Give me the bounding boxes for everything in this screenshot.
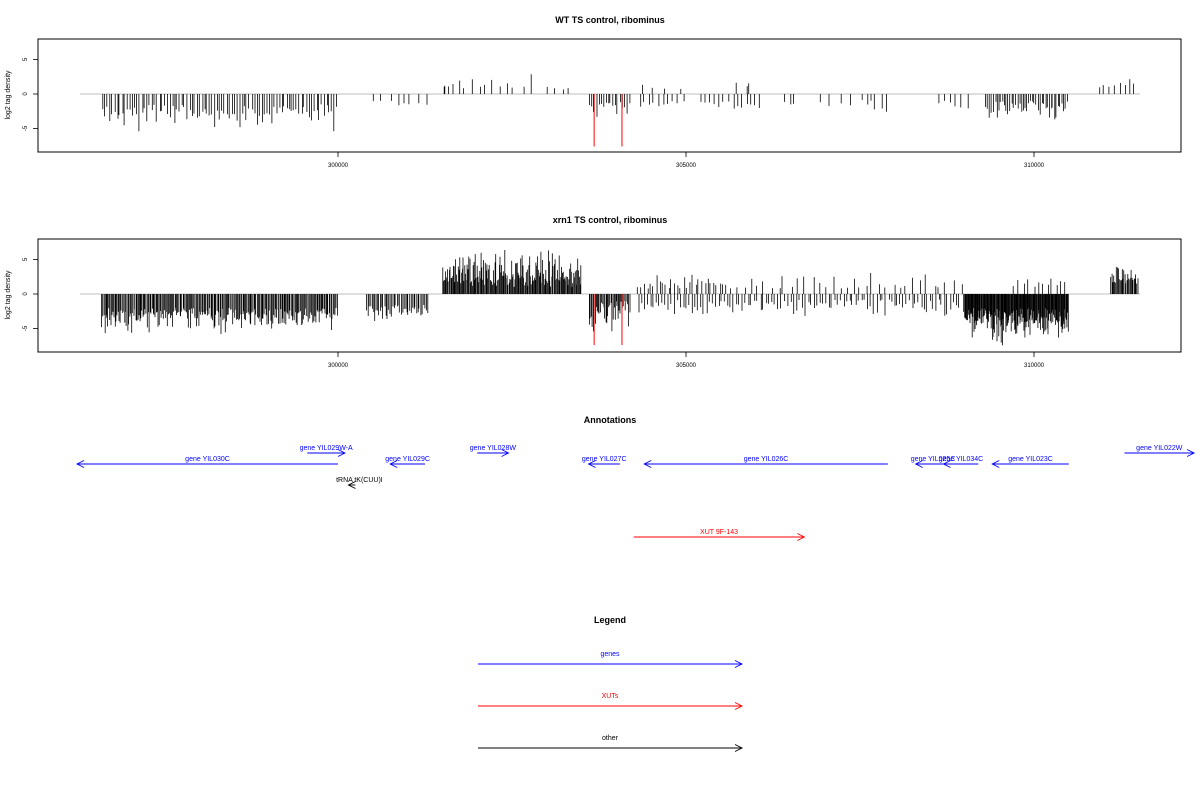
annotation-arrow-head bbox=[501, 449, 510, 457]
y-tick-label: 0 bbox=[23, 292, 29, 296]
annotation-label: gene YIL022W bbox=[1136, 445, 1183, 452]
x-tick-label: 305000 bbox=[676, 363, 697, 369]
legend-arrow-head bbox=[734, 744, 744, 752]
wt-y-axis: -5 0 5 bbox=[23, 57, 38, 131]
annotation-arrow-head bbox=[75, 460, 85, 468]
y-tick-label: -5 bbox=[23, 125, 29, 131]
annotation-label: gene YIL026C bbox=[744, 456, 789, 463]
legend-arrow-head bbox=[734, 702, 744, 710]
xrn1-y-axis: -5 0 5 bbox=[23, 257, 38, 331]
annotation-arrow-head bbox=[643, 460, 652, 468]
wt-x-axis: 300000 305000 310000 bbox=[328, 152, 1045, 169]
x-tick-label: 300000 bbox=[328, 163, 349, 169]
annotations-title: Annotations bbox=[584, 415, 637, 425]
xrn1-plot-frame bbox=[37, 238, 1182, 353]
x-tick-label: 305000 bbox=[676, 163, 697, 169]
annotation-arrow-head bbox=[587, 460, 596, 468]
legend-label: XUTs bbox=[602, 693, 619, 700]
wt-panel-title: WT TS control, ribominus bbox=[555, 15, 665, 25]
annotation-arrow-head bbox=[337, 449, 346, 457]
annotation-arrow-head bbox=[797, 533, 806, 541]
wt-bars bbox=[102, 74, 1134, 147]
legend-entries: genes XUTs other bbox=[478, 651, 744, 752]
legend-title: Legend bbox=[594, 615, 626, 625]
y-tick-label: -5 bbox=[23, 325, 29, 331]
annotation-arrow-head bbox=[347, 481, 356, 489]
annotation-label: gene YIL027C bbox=[582, 456, 627, 463]
annotation-label: gene YIL029W-A bbox=[300, 445, 353, 452]
annotation-arrow-head bbox=[1186, 449, 1196, 457]
annotation-arrow-head bbox=[914, 460, 923, 468]
legend-label: genes bbox=[600, 651, 620, 658]
y-tick-label: 5 bbox=[23, 257, 29, 261]
legend-panel: Legend genes XUTs other bbox=[478, 615, 744, 752]
annotation-arrow-head bbox=[389, 460, 398, 468]
annotation-label: gene YIL028W bbox=[470, 445, 517, 452]
annotation-arrow-head bbox=[991, 460, 1000, 468]
annotation-arrow-head bbox=[942, 460, 951, 468]
annotation-label: gene YIL034C bbox=[939, 456, 984, 463]
x-tick-label: 310000 bbox=[1024, 363, 1045, 369]
xrn1-density-panel: xrn1 TS control, ribominus log2 tag dens… bbox=[5, 215, 1182, 369]
legend-arrow-head bbox=[734, 660, 744, 668]
wt-y-axis-label: log2 tag density bbox=[5, 70, 12, 120]
wt-plot-frame bbox=[37, 38, 1182, 153]
annotation-label: gene YIL023C bbox=[1008, 456, 1053, 463]
annotation-label: gene YIL030C bbox=[185, 456, 230, 463]
xrn1-bars bbox=[101, 250, 1139, 346]
legend-label: other bbox=[602, 735, 619, 742]
y-tick-label: 5 bbox=[23, 57, 29, 61]
xrn1-x-axis: 300000 305000 310000 bbox=[328, 352, 1045, 369]
annotation-label: XUT 9F-143 bbox=[700, 529, 738, 536]
annotation-arrows: gene YIL030C gene YIL029W-A gene YIL029C ge… bbox=[75, 445, 1196, 541]
xrn1-y-axis-label: log2 tag density bbox=[5, 270, 12, 320]
y-tick-label: 0 bbox=[23, 92, 29, 96]
wt-density-panel: WT TS control, ribominus log2 tag densit… bbox=[5, 15, 1182, 169]
x-tick-label: 310000 bbox=[1024, 163, 1045, 169]
annotation-label: tRNA tK(CUU)I bbox=[336, 477, 383, 484]
annotation-label: gene YIL025C bbox=[911, 456, 956, 463]
x-tick-label: 300000 bbox=[328, 363, 349, 369]
annotation-label: gene YIL029C bbox=[385, 456, 430, 463]
xrn1-panel-title: xrn1 TS control, ribominus bbox=[553, 215, 668, 225]
